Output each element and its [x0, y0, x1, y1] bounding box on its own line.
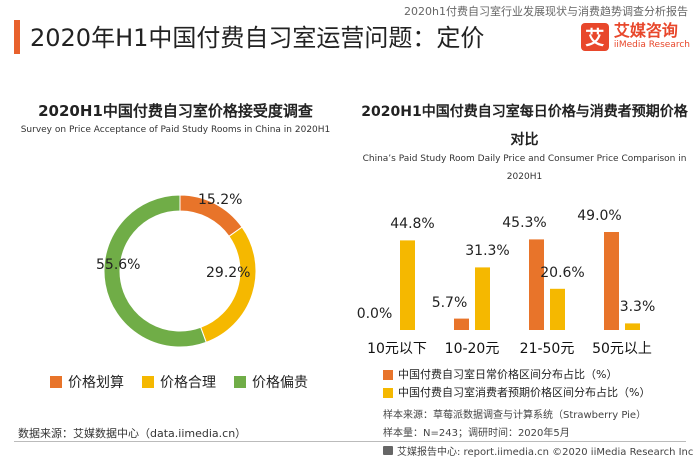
bar-legend-item: 中国付费自习室日常价格区间分布占比（%）	[383, 366, 650, 384]
report-footer: 艾媒报告中心: report.iimedia.cn ©2020 iiMedia …	[383, 443, 693, 458]
page-title: 2020年H1中国付费自习室运营问题：定价	[30, 24, 485, 52]
logo-mark-icon: 艾	[580, 22, 609, 51]
donut-slice-label: 55.6%	[96, 257, 141, 273]
bar-value-label: 5.7%	[431, 294, 468, 311]
legend-label: 价格划算	[68, 375, 124, 391]
bar-chart	[400, 232, 640, 330]
legend-label: 价格合理	[160, 375, 216, 391]
bar	[454, 318, 469, 330]
bar	[604, 232, 619, 330]
logo-cn-text: 艾媒咨询	[613, 21, 678, 40]
bar-value-label: 45.3%	[502, 215, 547, 232]
legend-swatch-orange	[50, 376, 62, 388]
bar	[529, 239, 544, 330]
bar	[475, 267, 490, 330]
legend-swatch-green	[234, 376, 246, 388]
bar-chart-subtitle-line1: China’s Paid Study Room Daily Price and …	[362, 154, 687, 164]
pie-chart-subtitle: Survey on Price Acceptance of Paid Study…	[20, 125, 331, 135]
logo-en-text: iiMedia Research	[613, 40, 690, 50]
pie-legend-item: 价格合理	[142, 372, 216, 392]
bar-legend-item: 中国付费自习室消费者预期价格区间分布占比（%）	[383, 384, 650, 402]
bar-value-label: 3.3%	[619, 299, 656, 316]
bar-category-label: 50元以上	[592, 341, 652, 357]
donut-chart	[103, 194, 257, 348]
pie-legend: 价格划算 价格合理 价格偏贵	[50, 372, 308, 392]
pie-legend-item: 价格偏贵	[234, 372, 308, 392]
data-source: 数据来源：艾媒数据中心（data.iimedia.cn）	[18, 427, 247, 440]
bar-value-label: 49.0%	[577, 208, 622, 224]
bar-value-label: 44.8%	[390, 216, 435, 233]
legend-label: 中国付费自习室消费者预期价格区间分布占比（%）	[398, 386, 651, 399]
bar	[550, 288, 565, 330]
bar-category-label: 10-20元	[444, 341, 500, 357]
legend-label: 中国付费自习室日常价格区间分布占比（%）	[398, 368, 618, 381]
bar-legend: 中国付费自习室日常价格区间分布占比（%） 中国付费自习室消费者预期价格区间分布占…	[383, 366, 650, 402]
bar-value-label: 20.6%	[540, 264, 585, 281]
bar-category-label: 21-50元	[519, 341, 575, 357]
donut-slice-label: 15.2%	[198, 192, 243, 208]
iimedia-logo: 艾 艾媒咨询 iiMedia Research	[580, 21, 690, 51]
sample-source: 样本来源：草莓派数据调查与计算系统（Strawberry Pie）	[383, 410, 647, 421]
bar-chart-title-line1: 2020H1中国付费自习室每日价格与消费者预期价格	[361, 104, 688, 120]
sample-size: 样本量：N=243；调研时间：2020年5月	[383, 428, 570, 439]
footer-divider	[14, 441, 686, 442]
pie-legend-item: 价格划算	[50, 372, 124, 392]
bar-category-label: 10元以下	[367, 341, 427, 357]
donut-slice	[200, 226, 257, 343]
legend-swatch-yellow	[142, 376, 154, 388]
title-accent-bar	[14, 20, 20, 54]
bar-chart-subtitle-line2: 2020H1	[506, 172, 543, 182]
legend-swatch-orange	[383, 370, 393, 380]
bar-value-label: 31.3%	[465, 243, 510, 260]
donut-slice	[103, 194, 207, 348]
bar-chart-title-line2: 对比	[510, 132, 539, 148]
bar-chart-title: 2020H1中国付费自习室每日价格与消费者预期价格 对比	[352, 98, 697, 154]
bar-value-label: 0.0%	[356, 306, 393, 322]
report-series-title: 2020h1付费自习室行业发展现状与消费趋势调查分析报告	[404, 5, 688, 18]
report-footer-text: 艾媒报告中心: report.iimedia.cn ©2020 iiMedia …	[397, 447, 694, 458]
legend-swatch-yellow	[383, 388, 393, 398]
bar	[625, 323, 640, 330]
legend-label: 价格偏贵	[252, 375, 308, 391]
report-icon	[383, 446, 393, 455]
bar-chart-subtitle: China’s Paid Study Room Daily Price and …	[352, 150, 697, 186]
bar	[400, 240, 415, 330]
donut-slice-label: 29.2%	[206, 265, 251, 281]
pie-chart-title: 2020H1中国付费自习室价格接受度调查	[38, 102, 313, 120]
